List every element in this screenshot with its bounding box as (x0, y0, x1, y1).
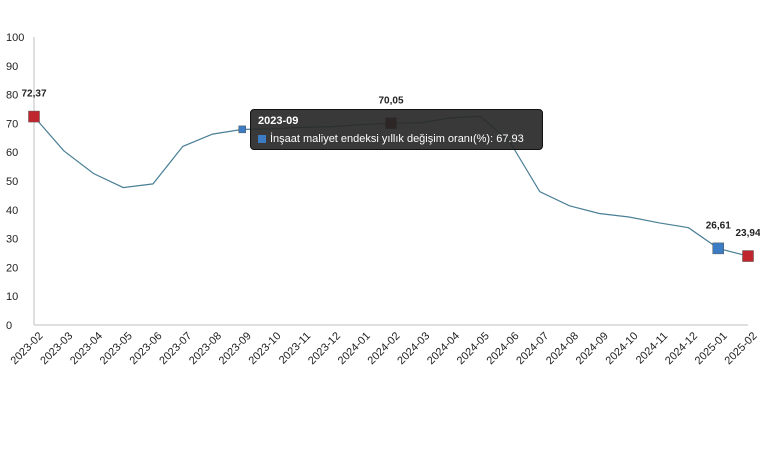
data-label: 72,37 (21, 89, 46, 100)
y-tick-label: 80 (6, 90, 18, 102)
x-tick-label: 2025-02 (723, 330, 760, 367)
data-label: 26,61 (706, 220, 731, 231)
tooltip-row: İnşaat maliyet endeksi yıllık değişim or… (258, 131, 535, 147)
x-tick-label: 2023-10 (247, 330, 284, 367)
y-tick-label: 40 (6, 205, 18, 217)
highlight-marker (742, 250, 754, 262)
y-tick-label: 90 (6, 61, 18, 73)
y-tick-label: 20 (6, 262, 18, 274)
highlight-marker (712, 242, 724, 255)
tooltip-series-swatch (258, 135, 266, 143)
y-axis: 0 10 20 30 40 50 60 70 80 90 100 (6, 32, 35, 332)
data-label-layer: 72,37 70,05 26,61 23,94 (21, 89, 760, 239)
y-tick-label: 100 (6, 32, 24, 44)
data-label: 23,94 (735, 228, 760, 239)
y-tick-label: 50 (6, 176, 18, 188)
y-tick-label: 10 (6, 291, 18, 303)
y-tick-label: 0 (6, 320, 12, 332)
y-tick-label: 60 (6, 147, 18, 159)
chart-tooltip: 2023-09 İnşaat maliyet endeksi yıllık de… (250, 109, 543, 150)
tooltip-value-label: İnşaat maliyet endeksi yıllık değişim or… (270, 133, 524, 145)
x-tick-label: 2024-10 (604, 330, 641, 367)
y-tick-label: 70 (6, 118, 18, 130)
highlight-marker (28, 110, 40, 123)
highlight-marker (238, 125, 246, 134)
data-label: 70,05 (378, 95, 403, 106)
x-axis: 2023-022023-032023-042023-052023-062023-… (9, 324, 760, 367)
tooltip-title: 2023-09 (258, 115, 299, 127)
y-tick-label: 30 (6, 234, 18, 246)
